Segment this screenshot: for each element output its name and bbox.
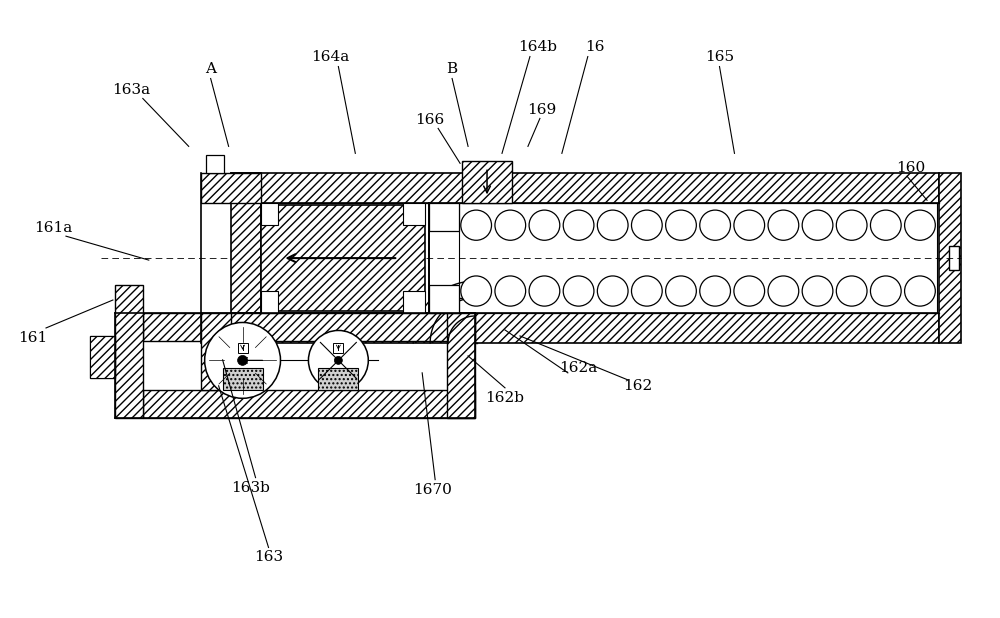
- Bar: [261, 291, 278, 313]
- Bar: [403, 291, 425, 313]
- Text: 166: 166: [416, 114, 445, 127]
- Ellipse shape: [631, 210, 662, 240]
- Ellipse shape: [734, 210, 765, 240]
- Ellipse shape: [529, 276, 560, 306]
- Text: 163a: 163a: [112, 83, 150, 98]
- Ellipse shape: [461, 210, 492, 240]
- Ellipse shape: [495, 276, 526, 306]
- Text: 1670: 1670: [413, 483, 452, 497]
- Ellipse shape: [461, 276, 492, 306]
- Bar: [90, 336, 115, 378]
- Ellipse shape: [495, 210, 526, 240]
- Text: 160: 160: [896, 161, 926, 176]
- Bar: [143, 390, 475, 418]
- Ellipse shape: [768, 210, 799, 240]
- Ellipse shape: [734, 276, 765, 306]
- Bar: [90, 336, 115, 378]
- Text: 162: 162: [623, 379, 652, 393]
- Text: 163: 163: [254, 551, 283, 564]
- Text: 161: 161: [18, 331, 48, 345]
- Ellipse shape: [563, 210, 594, 240]
- Text: 163b: 163b: [231, 481, 270, 494]
- Bar: [115, 285, 143, 418]
- Bar: [231, 313, 939, 343]
- Text: 164a: 164a: [311, 49, 350, 64]
- Bar: [949, 246, 959, 270]
- Ellipse shape: [631, 276, 662, 306]
- Text: 164b: 164b: [518, 40, 557, 54]
- Circle shape: [308, 331, 368, 391]
- Circle shape: [238, 355, 248, 365]
- Bar: [261, 203, 278, 225]
- Ellipse shape: [563, 276, 594, 306]
- Bar: [231, 313, 261, 343]
- Bar: [429, 285, 459, 313]
- Bar: [462, 161, 512, 203]
- Ellipse shape: [597, 276, 628, 306]
- Ellipse shape: [597, 210, 628, 240]
- Bar: [231, 203, 261, 313]
- Bar: [939, 173, 961, 343]
- Bar: [447, 313, 475, 418]
- Bar: [333, 343, 343, 353]
- Ellipse shape: [700, 210, 730, 240]
- Ellipse shape: [802, 210, 833, 240]
- Bar: [201, 313, 231, 390]
- Text: A: A: [205, 62, 216, 75]
- Bar: [143, 313, 475, 341]
- Circle shape: [205, 323, 280, 398]
- Ellipse shape: [700, 276, 730, 306]
- Text: 165: 165: [705, 49, 734, 64]
- Bar: [429, 203, 459, 231]
- Ellipse shape: [666, 276, 696, 306]
- Bar: [201, 313, 261, 343]
- Text: 169: 169: [527, 103, 557, 117]
- Text: B: B: [447, 62, 458, 75]
- Bar: [201, 173, 261, 203]
- Text: 16: 16: [585, 40, 605, 54]
- Text: 161a: 161a: [34, 221, 72, 235]
- Ellipse shape: [870, 210, 901, 240]
- Ellipse shape: [666, 210, 696, 240]
- Ellipse shape: [870, 276, 901, 306]
- Bar: [231, 173, 939, 203]
- Bar: [403, 203, 425, 225]
- Ellipse shape: [768, 276, 799, 306]
- Bar: [261, 205, 425, 311]
- Ellipse shape: [905, 276, 935, 306]
- Ellipse shape: [802, 276, 833, 306]
- Ellipse shape: [905, 210, 935, 240]
- Bar: [223, 368, 263, 390]
- Bar: [318, 368, 358, 390]
- Circle shape: [334, 357, 342, 365]
- Bar: [231, 173, 261, 203]
- Ellipse shape: [836, 210, 867, 240]
- Ellipse shape: [529, 210, 560, 240]
- Text: 162a: 162a: [559, 361, 597, 375]
- Ellipse shape: [836, 276, 867, 306]
- Bar: [206, 155, 224, 173]
- Bar: [238, 343, 248, 353]
- Text: 162b: 162b: [485, 391, 524, 405]
